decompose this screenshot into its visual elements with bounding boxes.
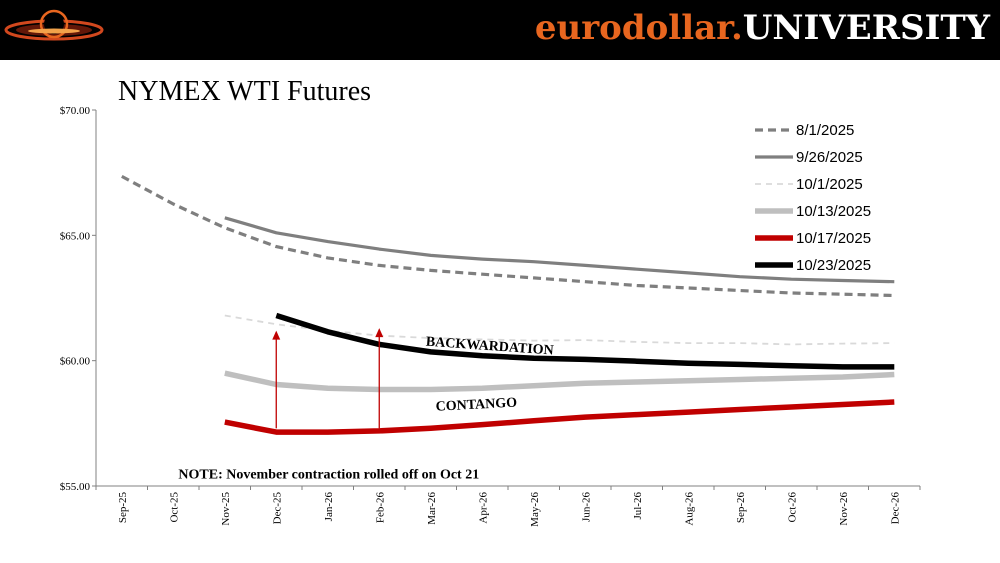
- legend-label: 8/1/2025: [796, 122, 854, 139]
- series-line: [121, 174, 895, 298]
- x-tick-label: May-26: [529, 492, 541, 527]
- x-tick-label: Jan-26: [323, 492, 335, 522]
- x-tick-label: Sep-25: [117, 492, 129, 524]
- x-tick-label: Dec-26: [889, 492, 901, 525]
- arrow-head: [375, 328, 384, 338]
- series-line: [224, 399, 895, 435]
- x-tick-label: Oct-25: [168, 492, 180, 523]
- x-tick-label: Jun-26: [580, 492, 592, 522]
- x-tick-label: Dec-25: [271, 492, 283, 525]
- annotation-text: NOTE: November contraction rolled off on…: [178, 467, 479, 482]
- header-bar: eurodollar.UNIVERSITY: [0, 0, 1000, 60]
- arrow-head: [272, 330, 281, 340]
- x-tick-label: Nov-25: [220, 492, 232, 526]
- x-tick-label: Jul-26: [632, 492, 644, 520]
- logo-icon: [0, 0, 108, 60]
- y-tick-label: $65.00: [60, 230, 91, 242]
- legend-label: 10/17/2025: [796, 230, 871, 247]
- legend-label: 10/23/2025: [796, 257, 871, 274]
- series-line: [224, 370, 895, 393]
- legend-label: 10/1/2025: [796, 176, 863, 193]
- legend-label: 10/13/2025: [796, 203, 871, 220]
- y-tick-label: $55.00: [60, 481, 91, 493]
- x-tick-label: Aug-26: [683, 492, 695, 526]
- series-line: [275, 312, 895, 370]
- x-tick-label: Nov-26: [838, 492, 850, 526]
- brand-wordmark: eurodollar.UNIVERSITY: [535, 6, 990, 50]
- legend-label: 9/26/2025: [796, 149, 863, 166]
- series-line: [224, 216, 895, 284]
- annotation-text: CONTANGO: [435, 396, 517, 415]
- chart-title: NYMEX WTI Futures: [118, 76, 372, 107]
- brand-part-2: UNIVERSITY: [742, 8, 990, 48]
- y-tick-label: $70.00: [60, 105, 91, 117]
- x-tick-label: Mar-26: [426, 492, 438, 525]
- x-tick-label: Oct-26: [786, 492, 798, 523]
- y-tick-label: $60.00: [60, 356, 91, 368]
- x-tick-label: Sep-26: [735, 492, 747, 524]
- x-tick-label: Apr-26: [477, 492, 489, 524]
- brand-part-1: eurodollar.: [534, 8, 743, 48]
- x-tick-label: Feb-26: [374, 492, 386, 524]
